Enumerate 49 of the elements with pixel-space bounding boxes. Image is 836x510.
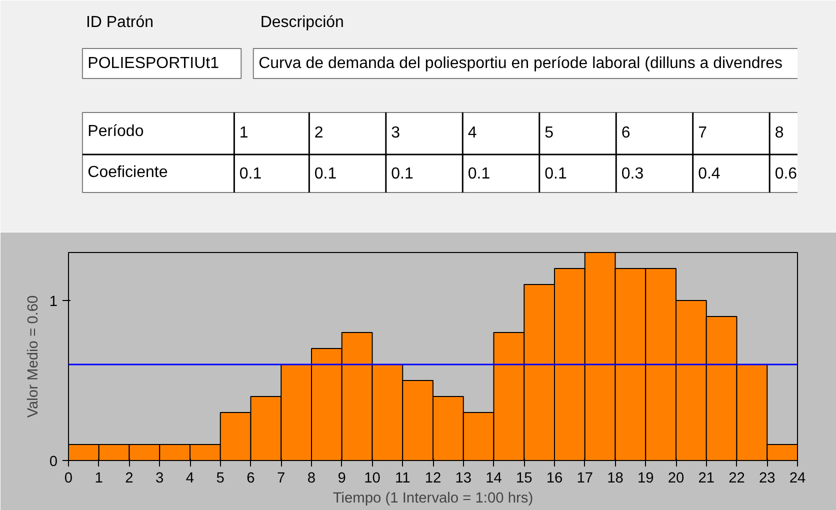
- x-tick-label: 0: [64, 470, 73, 486]
- x-tick-label: 12: [424, 470, 442, 486]
- x-tick-label: 14: [486, 470, 502, 486]
- x-tick-label: 18: [607, 470, 624, 486]
- text: POLIESPORTIUt1: [88, 55, 220, 72]
- text: 0.1: [468, 166, 490, 182]
- y-axis-title: Valor Medio = 0.60: [25, 295, 42, 418]
- x-tick-label: 8: [307, 470, 316, 486]
- text: 0.1: [544, 166, 567, 182]
- x-tick-label: 6: [246, 470, 255, 486]
- text: 0.6: [774, 166, 798, 182]
- x-tick-label: 19: [637, 470, 654, 486]
- x-axis-title: Tiempo (1 Intervalo = 1:00 hrs): [332, 490, 534, 506]
- text: 1: [239, 124, 248, 142]
- x-tick-label: 16: [546, 470, 563, 486]
- text: 0.3: [621, 166, 644, 182]
- text: Descripción: [260, 14, 344, 31]
- text: 0.1: [239, 166, 262, 182]
- x-tick-label: 7: [277, 470, 286, 486]
- text: ID Patrón: [86, 14, 154, 31]
- x-tick-label: 3: [156, 470, 164, 486]
- x-tick-label: 23: [758, 470, 776, 486]
- x-tick-label: 17: [576, 470, 594, 486]
- x-tick-label: 21: [698, 470, 715, 486]
- text: 5: [544, 124, 554, 142]
- x-tick-label: 2: [125, 470, 134, 486]
- text: 0.4: [698, 166, 720, 182]
- text: 0.1: [314, 166, 337, 182]
- x-tick-label: 4: [186, 470, 194, 486]
- text: 4: [468, 124, 477, 142]
- x-tick-label: 11: [395, 470, 410, 486]
- x-tick-label: 5: [216, 470, 224, 486]
- x-tick-label: 15: [516, 470, 532, 486]
- text: 6: [621, 124, 630, 142]
- text: 8: [774, 124, 784, 142]
- x-tick-label: 24: [789, 470, 806, 486]
- x-tick-label: 9: [338, 470, 346, 486]
- text: Coeficiente: [88, 164, 168, 181]
- x-tick-label: 20: [668, 470, 684, 486]
- text: 3: [391, 124, 400, 142]
- text: 0.1: [391, 166, 414, 182]
- text: Curva de demanda del poliesportiu en període laboral (dilluns a divendres: [258, 55, 782, 72]
- text: 2: [314, 124, 324, 142]
- x-tick-label: 22: [728, 470, 745, 486]
- x-tick-label: 1: [94, 470, 103, 486]
- text: 7: [698, 124, 708, 142]
- x-tick-label: 10: [364, 470, 380, 486]
- text: Período: [88, 123, 144, 140]
- x-tick-label: 13: [455, 470, 472, 486]
